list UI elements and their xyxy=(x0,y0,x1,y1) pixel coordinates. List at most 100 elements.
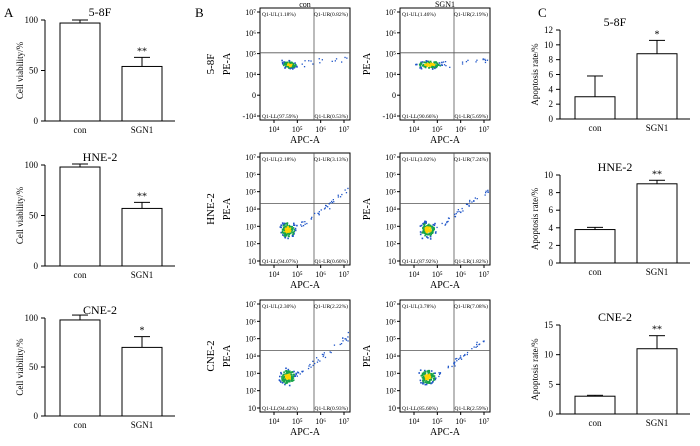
event-dot xyxy=(290,66,292,68)
event-dot xyxy=(423,61,425,63)
event-dot xyxy=(476,341,478,343)
event-dot xyxy=(347,187,349,190)
y-tick-label: 50 xyxy=(29,362,39,372)
event-dot xyxy=(425,230,427,233)
event-dot xyxy=(426,226,429,229)
event-dot xyxy=(428,67,430,69)
y-tick-label: 10⁴ xyxy=(385,70,396,79)
event-dot xyxy=(314,362,316,365)
event-dot xyxy=(282,381,285,383)
event-dot xyxy=(424,65,426,67)
chart-title: CNE-2 xyxy=(83,303,117,317)
event-dot xyxy=(291,234,294,237)
event-dot xyxy=(476,343,478,346)
y-tick-label: 8 xyxy=(549,188,554,198)
x-axis-label: APC-A xyxy=(430,135,461,146)
event-dot xyxy=(287,368,290,371)
x-tick-label: 10⁶ xyxy=(455,125,466,134)
event-dot xyxy=(487,189,489,191)
x-tick-label: 10⁷ xyxy=(479,125,490,134)
event-dot xyxy=(441,61,443,64)
event-dot xyxy=(435,61,437,63)
event-dot xyxy=(342,340,344,342)
event-dot xyxy=(432,65,435,67)
quadrant-label-ul: Q1-UL(2.18%) xyxy=(262,156,296,163)
event-dot xyxy=(289,67,292,70)
event-dot xyxy=(431,372,433,375)
event-dot xyxy=(428,374,431,376)
event-dot xyxy=(319,62,321,64)
event-cloud xyxy=(279,187,349,240)
event-dot xyxy=(426,370,429,372)
event-dot xyxy=(304,221,306,223)
quadrant-label-lr: Q1-LR(0.60%) xyxy=(315,258,349,265)
event-dot xyxy=(288,64,291,66)
event-dot xyxy=(312,360,314,362)
y-tick-label: 0 xyxy=(34,261,39,271)
event-dot xyxy=(293,222,295,225)
event-dot xyxy=(321,353,324,356)
event-dot xyxy=(318,213,320,215)
event-dot xyxy=(422,65,424,67)
event-dot xyxy=(426,374,429,377)
event-dot xyxy=(282,378,285,380)
event-dot xyxy=(284,378,286,380)
event-dot xyxy=(434,64,436,66)
event-dot xyxy=(420,224,423,227)
chart-title: HNE-2 xyxy=(83,150,118,164)
event-dot xyxy=(345,338,347,340)
event-dot xyxy=(285,370,288,372)
event-dot xyxy=(439,64,442,67)
event-dot xyxy=(422,226,424,229)
event-dot xyxy=(287,231,290,233)
plot-frame xyxy=(399,7,491,121)
event-dot xyxy=(461,61,464,63)
event-dot xyxy=(423,379,425,382)
event-dot xyxy=(455,213,457,215)
event-dot xyxy=(297,371,299,373)
event-dot xyxy=(423,381,425,384)
event-dot xyxy=(423,371,425,374)
y-tick-label: 10⁵ xyxy=(385,50,396,59)
event-dot xyxy=(291,375,293,378)
y-tick-label: 10⁴ xyxy=(245,205,256,214)
event-dot xyxy=(459,357,461,359)
event-dot xyxy=(292,64,294,67)
y-tick-label: 10² xyxy=(386,240,397,249)
event-cloud xyxy=(418,340,485,386)
event-dot xyxy=(297,372,299,374)
event-dot xyxy=(282,64,285,67)
event-dot xyxy=(281,377,283,380)
event-dot xyxy=(293,66,296,69)
event-dot xyxy=(424,375,426,378)
event-dot xyxy=(420,374,423,377)
event-dot xyxy=(286,231,289,234)
x-tick-label: 10⁴ xyxy=(269,417,280,426)
y-tick-label: 10⁷ xyxy=(245,153,256,162)
y-tick-label: 6 xyxy=(549,205,554,215)
y-tick-label: 10 xyxy=(544,40,554,50)
event-dot xyxy=(284,236,286,238)
event-dot xyxy=(285,379,287,381)
event-dot xyxy=(425,222,427,224)
x-tick-label: 10⁴ xyxy=(409,125,420,134)
event-dot xyxy=(422,377,424,380)
row-label: 5-8F xyxy=(205,54,217,75)
row-label: HNE-2 xyxy=(205,193,217,225)
panel-letter-a: A xyxy=(4,5,14,20)
event-dot xyxy=(316,357,318,359)
quadrant-label-ll: Q1-LL(90.66%) xyxy=(402,113,438,120)
y-tick-label: 10 xyxy=(248,404,256,413)
event-dot xyxy=(286,229,288,231)
x-tick-label: 10⁶ xyxy=(455,417,466,426)
event-dot xyxy=(306,222,308,225)
x-axis-label: APC-A xyxy=(290,280,321,291)
event-dot xyxy=(423,222,425,224)
flow-plot-7: CNE-2 10 10² 10³ 10⁴ 10⁵ 10⁶ 10⁷ 10⁴ 10⁵ 10⁶ 10⁷ APC… xyxy=(205,299,351,438)
y-tick-label: 50 xyxy=(29,211,39,221)
event-dot xyxy=(290,65,293,67)
event-dot xyxy=(286,65,289,68)
event-dot xyxy=(468,204,470,206)
event-dot xyxy=(425,374,427,376)
event-dot xyxy=(415,63,417,66)
